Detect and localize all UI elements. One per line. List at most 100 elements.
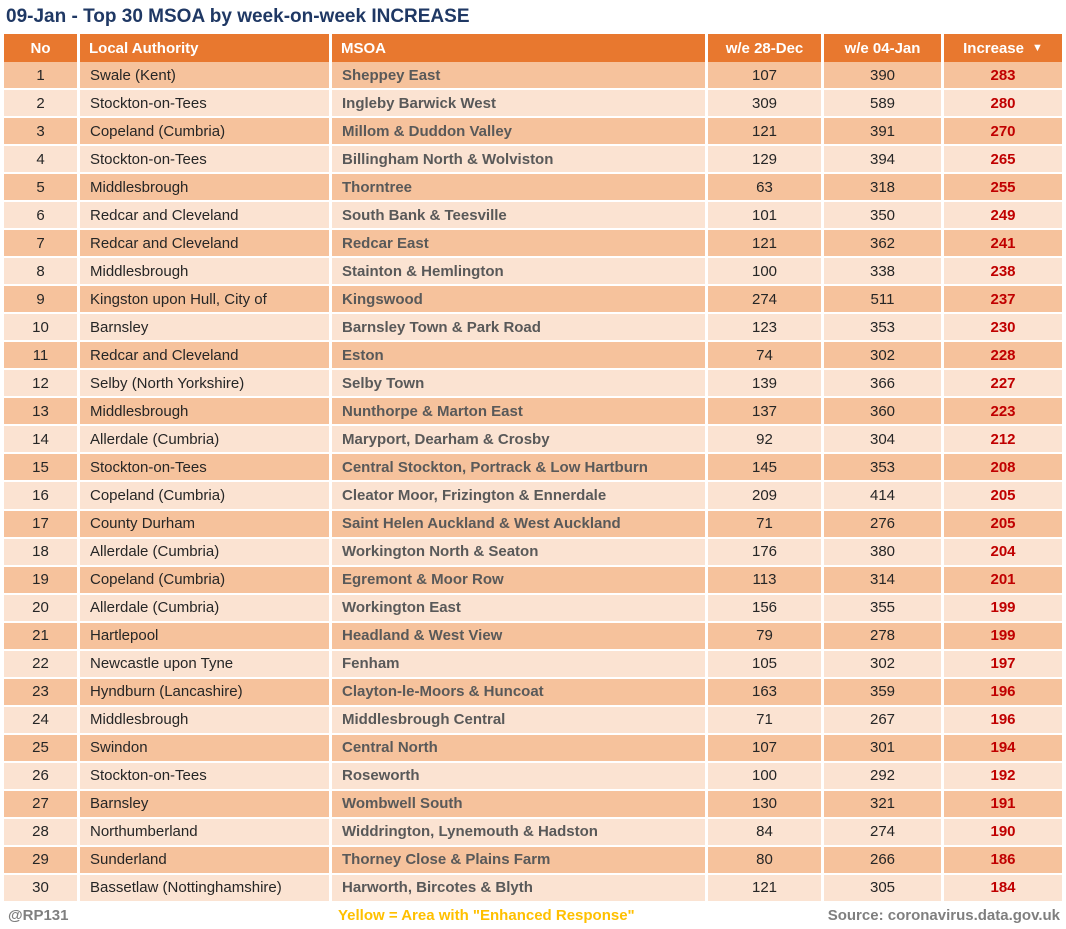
we-04-jan-cell: 305 bbox=[824, 874, 944, 901]
we-04-jan-cell: 302 bbox=[824, 650, 944, 677]
msoa-cell: Cleator Moor, Frizington & Ennerdale bbox=[332, 482, 708, 509]
msoa-cell: Millom & Duddon Valley bbox=[332, 118, 708, 145]
increase-cell: 212 bbox=[944, 426, 1062, 453]
increase-cell: 205 bbox=[944, 482, 1062, 509]
rank-cell: 23 bbox=[4, 678, 80, 705]
increase-cell: 197 bbox=[944, 650, 1062, 677]
increase-cell: 196 bbox=[944, 706, 1062, 733]
msoa-cell: Roseworth bbox=[332, 762, 708, 789]
msoa-cell: Thorntree bbox=[332, 174, 708, 201]
table-body: 1 Swale (Kent) Sheppey East 107 390 283 … bbox=[4, 62, 1062, 901]
local-authority-cell: Sunderland bbox=[80, 846, 332, 873]
msoa-cell: South Bank & Teesville bbox=[332, 202, 708, 229]
we-28-dec-cell: 121 bbox=[708, 230, 824, 257]
rank-cell: 10 bbox=[4, 314, 80, 341]
table-row: 16 Copeland (Cumbria) Cleator Moor, Friz… bbox=[4, 482, 1062, 511]
we-28-dec-cell: 92 bbox=[708, 426, 824, 453]
increase-cell: 205 bbox=[944, 510, 1062, 537]
msoa-cell: Harworth, Bircotes & Blyth bbox=[332, 874, 708, 901]
we-04-jan-cell: 321 bbox=[824, 790, 944, 817]
local-authority-cell: Redcar and Cleveland bbox=[80, 202, 332, 229]
we-28-dec-cell: 100 bbox=[708, 258, 824, 285]
increase-cell: 199 bbox=[944, 594, 1062, 621]
rank-cell: 28 bbox=[4, 818, 80, 845]
local-authority-cell: Newcastle upon Tyne bbox=[80, 650, 332, 677]
table-row: 25 Swindon Central North 107 301 194 bbox=[4, 734, 1062, 763]
rank-cell: 9 bbox=[4, 286, 80, 313]
column-header-we-04-jan: w/e 04-Jan bbox=[824, 34, 944, 62]
local-authority-cell: Swindon bbox=[80, 734, 332, 761]
we-04-jan-cell: 278 bbox=[824, 622, 944, 649]
msoa-cell: Workington North & Seaton bbox=[332, 538, 708, 565]
table-row: 21 Hartlepool Headland & West View 79 27… bbox=[4, 622, 1062, 651]
we-04-jan-cell: 314 bbox=[824, 566, 944, 593]
we-04-jan-cell: 391 bbox=[824, 118, 944, 145]
we-28-dec-cell: 79 bbox=[708, 622, 824, 649]
rank-cell: 4 bbox=[4, 146, 80, 173]
rank-cell: 30 bbox=[4, 874, 80, 901]
author-handle: @RP131 bbox=[8, 906, 69, 924]
msoa-cell: Egremont & Moor Row bbox=[332, 566, 708, 593]
msoa-cell: Thorney Close & Plains Farm bbox=[332, 846, 708, 873]
table-row: 6 Redcar and Cleveland South Bank & Tees… bbox=[4, 202, 1062, 231]
data-source: Source: coronavirus.data.gov.uk bbox=[827, 906, 1060, 924]
increase-cell: 270 bbox=[944, 118, 1062, 145]
sort-descending-icon: ▼ bbox=[1032, 41, 1043, 54]
we-04-jan-cell: 362 bbox=[824, 230, 944, 257]
local-authority-cell: Copeland (Cumbria) bbox=[80, 118, 332, 145]
we-28-dec-cell: 107 bbox=[708, 62, 824, 89]
local-authority-cell: Stockton-on-Tees bbox=[80, 146, 332, 173]
we-04-jan-cell: 266 bbox=[824, 846, 944, 873]
msoa-cell: Saint Helen Auckland & West Auckland bbox=[332, 510, 708, 537]
local-authority-cell: Middlesbrough bbox=[80, 258, 332, 285]
we-04-jan-cell: 353 bbox=[824, 454, 944, 481]
column-header-msoa: MSOA bbox=[332, 34, 708, 62]
table-row: 22 Newcastle upon Tyne Fenham 105 302 19… bbox=[4, 650, 1062, 679]
we-04-jan-cell: 302 bbox=[824, 342, 944, 369]
rank-cell: 3 bbox=[4, 118, 80, 145]
column-header-no: No bbox=[4, 34, 80, 62]
local-authority-cell: Middlesbrough bbox=[80, 174, 332, 201]
we-04-jan-cell: 394 bbox=[824, 146, 944, 173]
we-28-dec-cell: 156 bbox=[708, 594, 824, 621]
table-row: 4 Stockton-on-Tees Billingham North & Wo… bbox=[4, 146, 1062, 175]
table-row: 5 Middlesbrough Thorntree 63 318 255 bbox=[4, 174, 1062, 203]
we-28-dec-cell: 100 bbox=[708, 762, 824, 789]
we-04-jan-cell: 292 bbox=[824, 762, 944, 789]
we-28-dec-cell: 84 bbox=[708, 818, 824, 845]
increase-cell: 192 bbox=[944, 762, 1062, 789]
rank-cell: 2 bbox=[4, 90, 80, 117]
increase-cell: 204 bbox=[944, 538, 1062, 565]
we-28-dec-cell: 130 bbox=[708, 790, 824, 817]
local-authority-cell: Allerdale (Cumbria) bbox=[80, 538, 332, 565]
table-row: 28 Northumberland Widdrington, Lynemouth… bbox=[4, 818, 1062, 847]
rank-cell: 14 bbox=[4, 426, 80, 453]
msoa-cell: Sheppey East bbox=[332, 62, 708, 89]
msoa-table: No Local Authority MSOA w/e 28-Dec w/e 0… bbox=[0, 34, 1066, 901]
local-authority-cell: Swale (Kent) bbox=[80, 62, 332, 89]
local-authority-cell: Allerdale (Cumbria) bbox=[80, 594, 332, 621]
table-header-row: No Local Authority MSOA w/e 28-Dec w/e 0… bbox=[4, 34, 1062, 62]
we-28-dec-cell: 129 bbox=[708, 146, 824, 173]
rank-cell: 29 bbox=[4, 846, 80, 873]
rank-cell: 15 bbox=[4, 454, 80, 481]
we-28-dec-cell: 309 bbox=[708, 90, 824, 117]
table-row: 23 Hyndburn (Lancashire) Clayton-le-Moor… bbox=[4, 678, 1062, 707]
column-header-increase-label: Increase bbox=[963, 39, 1024, 57]
local-authority-cell: Middlesbrough bbox=[80, 706, 332, 733]
local-authority-cell: Redcar and Cleveland bbox=[80, 342, 332, 369]
rank-cell: 27 bbox=[4, 790, 80, 817]
table-row: 29 Sunderland Thorney Close & Plains Far… bbox=[4, 846, 1062, 875]
rank-cell: 12 bbox=[4, 370, 80, 397]
we-28-dec-cell: 71 bbox=[708, 706, 824, 733]
we-28-dec-cell: 209 bbox=[708, 482, 824, 509]
rank-cell: 25 bbox=[4, 734, 80, 761]
we-04-jan-cell: 276 bbox=[824, 510, 944, 537]
we-28-dec-cell: 105 bbox=[708, 650, 824, 677]
rank-cell: 11 bbox=[4, 342, 80, 369]
we-28-dec-cell: 101 bbox=[708, 202, 824, 229]
msoa-cell: Redcar East bbox=[332, 230, 708, 257]
rank-cell: 1 bbox=[4, 62, 80, 89]
table-row: 20 Allerdale (Cumbria) Workington East 1… bbox=[4, 594, 1062, 623]
